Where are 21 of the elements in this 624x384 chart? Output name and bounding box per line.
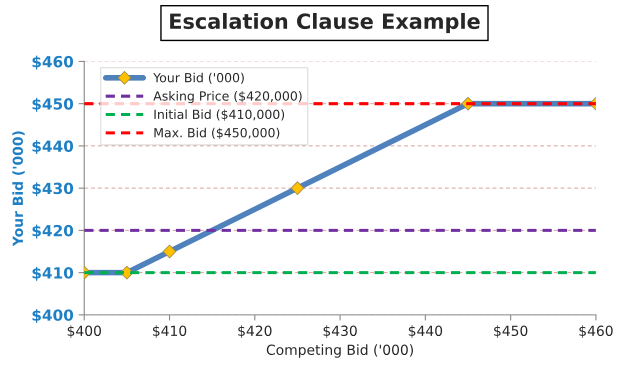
x-tick-label: $450 (494, 325, 528, 338)
y-tick-label: $460 (32, 56, 74, 70)
legend-label: Initial Bid ($410,000) (154, 109, 284, 121)
y-tick-label: $400 (32, 309, 74, 323)
x-tick-label: $400 (68, 325, 101, 338)
y-tick-label: $440 (32, 140, 74, 154)
y-tick-label: $430 (32, 182, 74, 196)
x-tick-label: $410 (153, 325, 186, 338)
legend-label: Your Bid ('000) (153, 72, 244, 84)
legend-label: Max. Bid ($450,000) (154, 128, 280, 140)
x-tick-label: $460 (579, 325, 613, 338)
y-tick-label: $450 (32, 98, 74, 112)
y-axis-title: Your Bid ('000) (12, 131, 25, 246)
x-tick-label: $430 (324, 325, 357, 338)
chart-title: Escalation Clause Example (170, 12, 480, 34)
x-tick-label: $440 (408, 325, 442, 338)
y-tick-label: $410 (32, 266, 74, 281)
x-tick-label: $420 (238, 325, 272, 338)
x-axis-title: Competing Bid ('000) (266, 344, 413, 358)
y-tick-label: $420 (32, 224, 74, 238)
legend-label: Asking Price ($420,000) (153, 91, 302, 104)
